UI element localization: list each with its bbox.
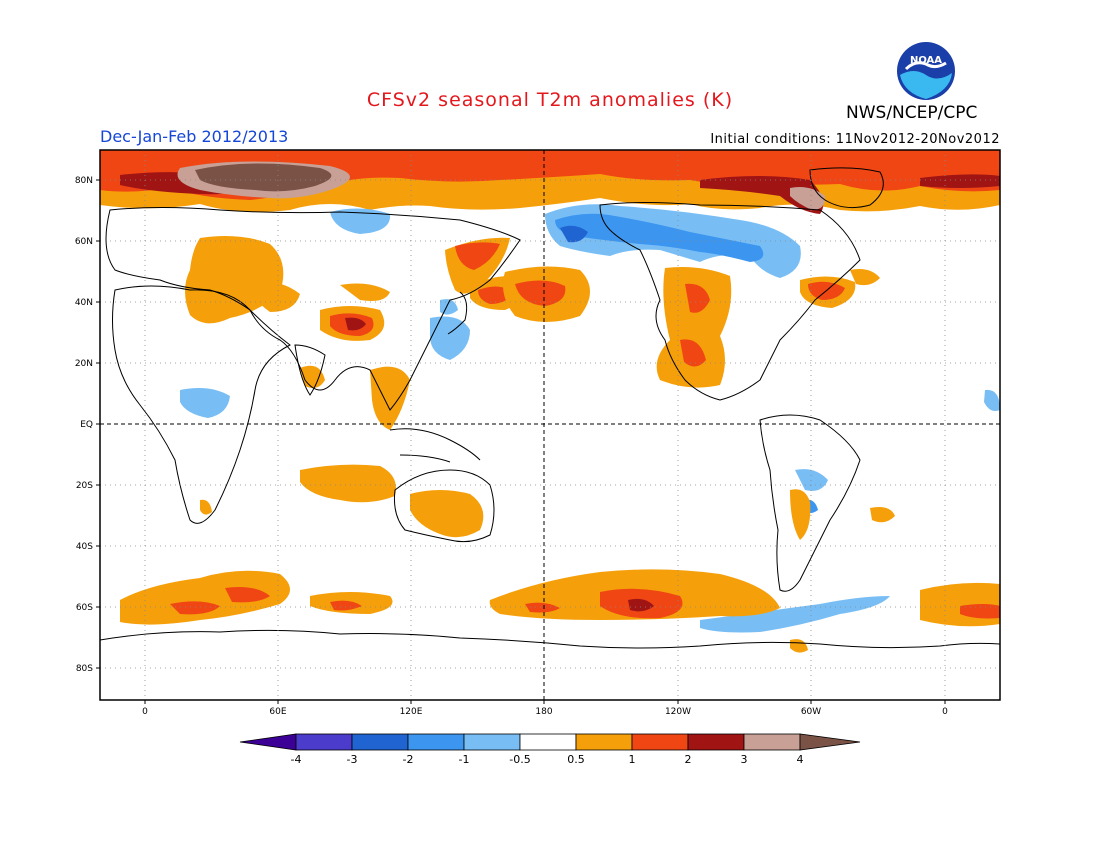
colorbar-label: -0.5 — [509, 753, 530, 766]
lat-label: 80S — [76, 664, 93, 674]
south-indian-strong — [170, 601, 220, 615]
colorbar-label: 3 — [741, 753, 748, 766]
china-warm — [340, 283, 390, 301]
colorbar-label: -2 — [403, 753, 414, 766]
colorbar-low-arrow — [239, 733, 297, 751]
lon-label: 0 — [142, 707, 148, 717]
lat-label: 60S — [76, 603, 93, 613]
map-frame — [99, 149, 1001, 701]
satlantic-warm — [870, 507, 895, 523]
south-indian-strong-2 — [225, 587, 270, 603]
namerica-warm-west — [656, 267, 732, 388]
colorbar-label: 2 — [685, 753, 692, 766]
colorbar-segment — [463, 733, 521, 751]
coast-africa — [112, 285, 291, 524]
coast-japan — [447, 291, 468, 335]
colorbar-segment — [575, 733, 633, 751]
samerica-warm — [790, 489, 811, 540]
southern-ocean-cold — [700, 596, 890, 633]
lon-label: 60E — [269, 707, 286, 717]
lon-label: 120W — [665, 707, 691, 717]
colorbar-label: -4 — [291, 753, 302, 766]
colorbar: -4 -3 -2 -1 -0.5 0.5 1 2 3 4 — [239, 733, 861, 766]
arctic-dark-pocket — [920, 174, 1000, 188]
northwest-pacific-cold — [430, 316, 470, 360]
arctic-tan-east — [790, 187, 826, 210]
lon-label: 60W — [801, 707, 821, 717]
mexico-strong — [680, 339, 706, 367]
lon-axis: 0 60E 120E 180 120W 60W 0 — [142, 700, 948, 717]
lat-label: 80N — [75, 176, 93, 186]
south-indian-warm — [120, 570, 290, 625]
greenland-warm — [850, 269, 880, 286]
colorbar-segment — [687, 733, 745, 751]
coastlines — [100, 167, 1000, 649]
colorbar-label: -1 — [459, 753, 470, 766]
atlantic-cold-east — [984, 389, 1000, 411]
africa-warm-south — [200, 499, 212, 515]
alaska-cold-mid — [555, 213, 764, 262]
kamchatka-strong — [455, 242, 500, 270]
coast-greenland — [809, 167, 884, 209]
lon-label: 180 — [535, 707, 552, 717]
australia-warm-south — [410, 490, 484, 538]
colorbar-segment — [407, 733, 465, 751]
graticule — [100, 150, 1000, 700]
colorbar-segment — [351, 733, 409, 751]
arctic-strong-band — [100, 150, 1000, 200]
chart-title: CFSv2 seasonal T2m anomalies (K) — [366, 89, 734, 111]
south-atlantic-strong — [960, 604, 1000, 619]
lat-label: 20S — [76, 481, 93, 491]
arctic-dark-patch-east — [700, 176, 824, 214]
initial-conditions-label: Initial conditions: 11Nov2012-20Nov2012 — [710, 132, 1000, 147]
south-pacific-dark — [628, 598, 654, 612]
samerica-cold — [795, 469, 828, 491]
lon-label: 120E — [400, 707, 423, 717]
arctic-brown-patch — [195, 163, 332, 192]
lat-label: 60N — [75, 237, 93, 247]
lat-axis: 80N 60N 40N 20N EQ 20S 40S 60S 80S — [75, 176, 100, 674]
period-label: Dec-Jan-Feb 2012/2013 — [100, 127, 289, 146]
namerica-strong-west — [685, 283, 710, 313]
south-aus-strong — [330, 600, 362, 611]
south-pacific-strong-2 — [525, 602, 560, 613]
lat-label: 40N — [75, 298, 93, 308]
npac-strong-2 — [515, 280, 566, 306]
tibet-dark — [345, 317, 366, 331]
asia-warm-2 — [250, 281, 300, 312]
colorbar-label: 4 — [797, 753, 804, 766]
colorbar-label: 0.5 — [567, 753, 585, 766]
colorbar-segment — [519, 733, 577, 751]
coast-antarctica — [100, 629, 1000, 649]
lat-label: 40S — [76, 542, 93, 552]
australia-warm — [300, 464, 396, 503]
agency-label: NWS/NCEP/CPC — [846, 103, 978, 123]
coast-south-america — [759, 414, 861, 592]
coast-eurasia — [105, 207, 521, 411]
colorbar-segment — [295, 733, 353, 751]
colorbar-label: 1 — [629, 753, 636, 766]
colorbar-segment — [743, 733, 801, 751]
lat-label: 20N — [75, 359, 93, 369]
coast-australia — [394, 469, 495, 543]
coast-north-america — [599, 202, 861, 401]
anomaly-shading — [100, 150, 1000, 700]
coast-indonesia — [389, 428, 481, 463]
siberia-cold — [330, 208, 391, 234]
colorbar-high-arrow — [799, 733, 861, 751]
coast-india — [294, 344, 326, 396]
lat-label: EQ — [80, 420, 93, 430]
colorbar-label: -3 — [347, 753, 358, 766]
noaa-logo: NOAA — [897, 42, 955, 100]
noaa-logo-text: NOAA — [910, 55, 942, 66]
india-warm — [300, 365, 325, 388]
bering-cold-core — [560, 225, 588, 243]
colorbar-segment — [631, 733, 689, 751]
lon-label: 0 — [942, 707, 948, 717]
seasia-warm — [370, 366, 410, 430]
africa-cold — [180, 388, 230, 418]
